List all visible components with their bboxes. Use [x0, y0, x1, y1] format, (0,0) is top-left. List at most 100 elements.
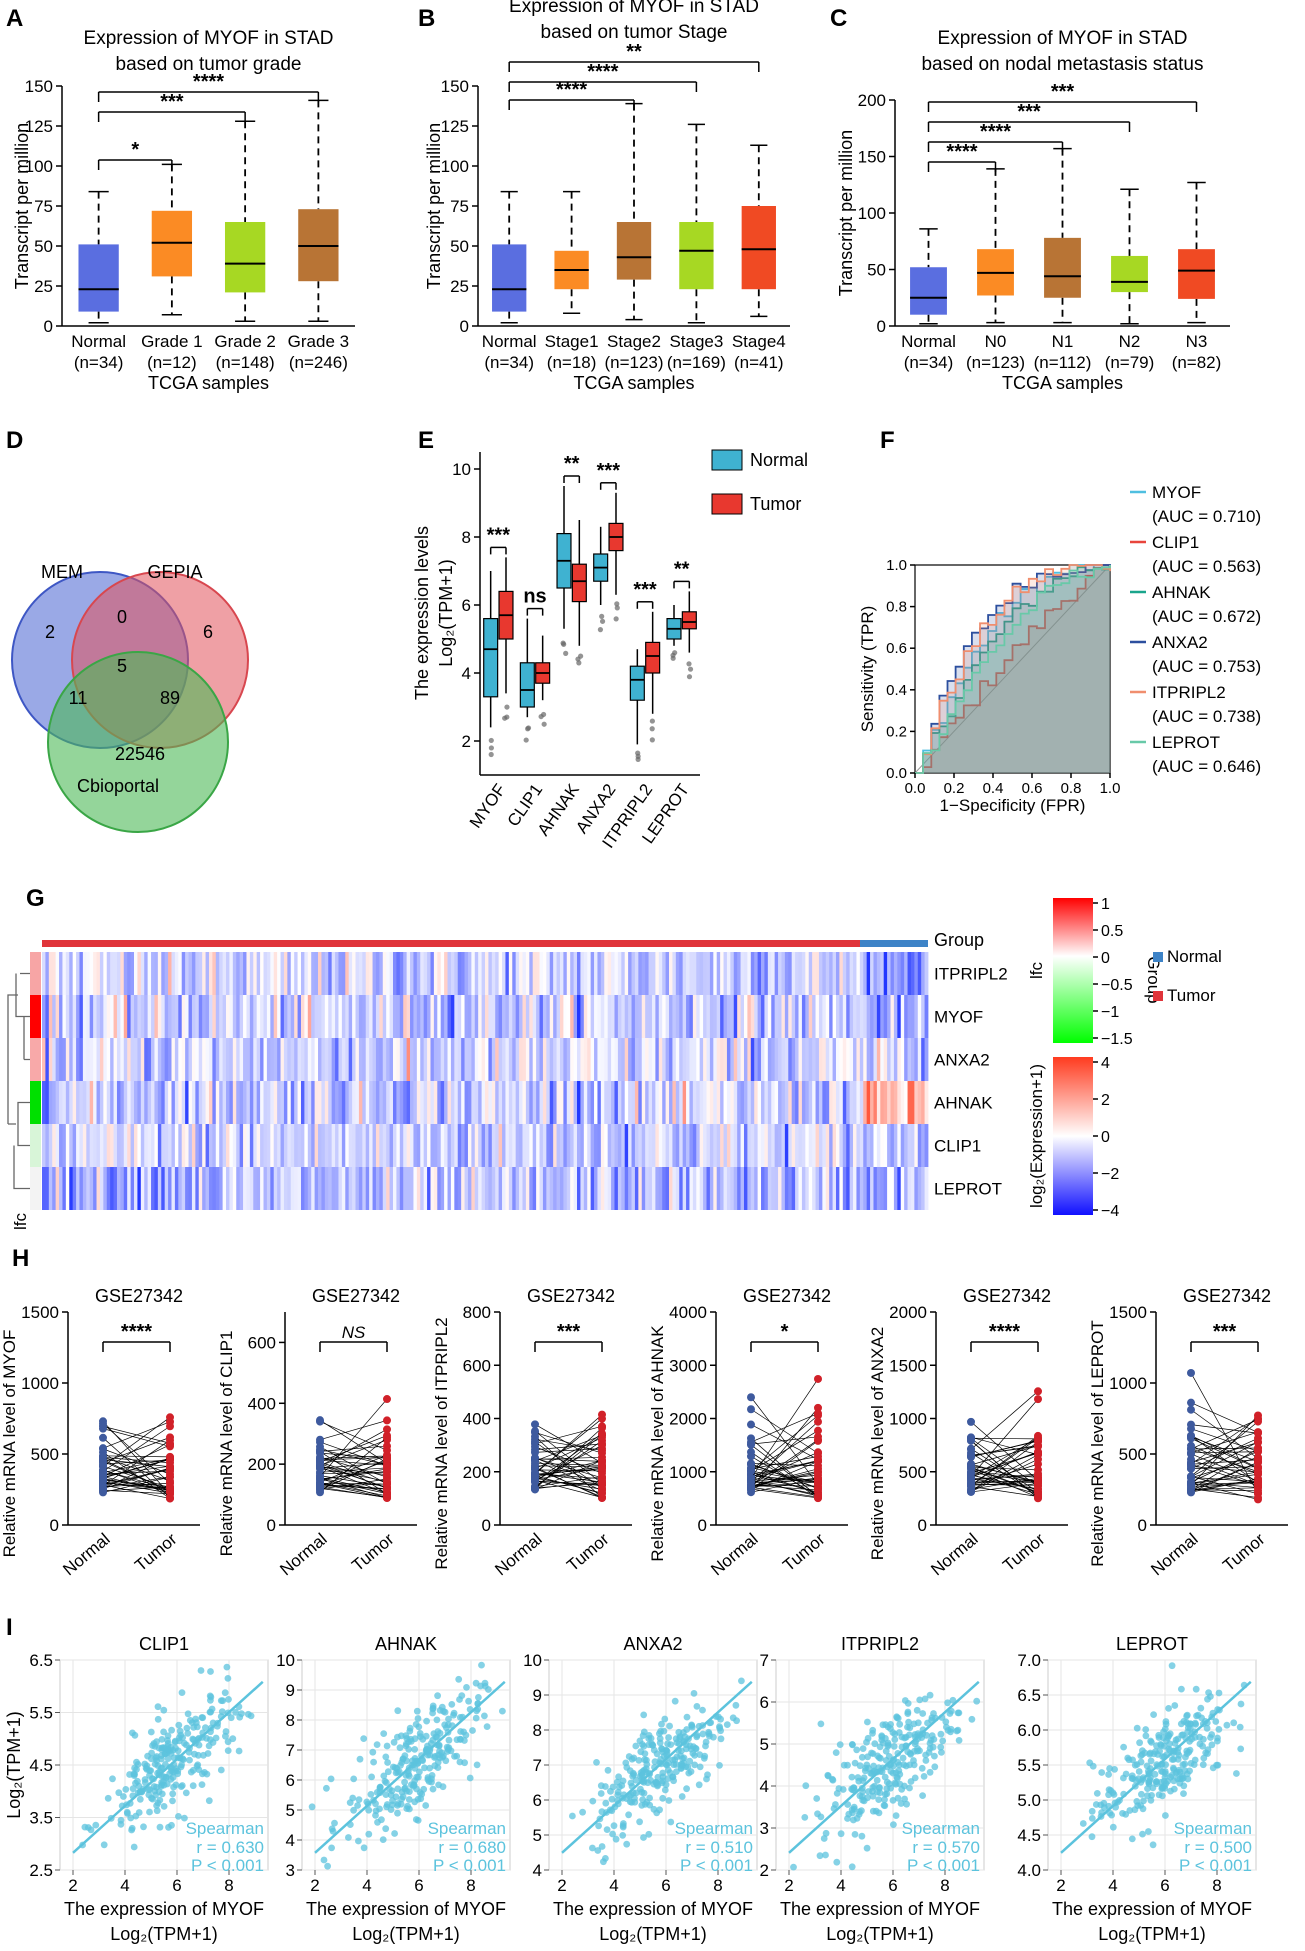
heatmap-cell — [212, 952, 217, 995]
heatmap-cell — [655, 995, 660, 1038]
scatter-point — [626, 1767, 634, 1775]
normal-point — [99, 1452, 107, 1461]
heatmap-cell — [754, 952, 759, 995]
heatmap-cell — [76, 1124, 80, 1167]
heatmap-cell — [757, 1038, 762, 1081]
scatter-point — [175, 1813, 182, 1820]
category-label: Grade 1 — [141, 332, 202, 351]
scatter-point — [881, 1796, 888, 1803]
y-tick-label: 600 — [463, 1356, 491, 1375]
scatter-point — [604, 1766, 612, 1774]
heatmap-cell — [174, 995, 179, 1038]
heatmap-cell — [805, 1124, 810, 1167]
heatmap-cell — [297, 1081, 302, 1124]
heatmap-cell — [318, 1167, 322, 1210]
heatmap-cell — [706, 1038, 711, 1081]
scatter-point — [197, 1667, 205, 1674]
heatmap-cell — [900, 952, 905, 995]
outlier-point — [488, 737, 494, 744]
heatmap-cell — [420, 1124, 425, 1167]
heatmap-cell — [846, 1081, 851, 1124]
scatter-point — [379, 1836, 387, 1843]
heatmap-cell — [669, 1124, 673, 1167]
heatmap-cell — [645, 995, 649, 1038]
scatter-point — [178, 1782, 186, 1789]
heatmap-cell — [372, 1124, 377, 1167]
heatmap-cell — [270, 1124, 275, 1167]
heatmap-cell — [703, 1038, 707, 1081]
heatmap-cell — [280, 1038, 285, 1081]
box-N1 — [1044, 237, 1081, 298]
scatter-point — [414, 1715, 422, 1722]
pair-line — [750, 1408, 819, 1454]
heatmap-cell — [127, 1167, 131, 1210]
pair-line — [750, 1456, 819, 1497]
heatmap-cell — [260, 1081, 264, 1124]
scatter-point — [1133, 1724, 1141, 1732]
scatter-point — [1199, 1742, 1206, 1750]
scatter-point — [1237, 1745, 1245, 1753]
heatmap-cell — [754, 1038, 759, 1081]
y-tick-label: 200 — [463, 1463, 491, 1482]
heatmap-cell — [471, 995, 476, 1038]
pair-line — [1190, 1424, 1259, 1434]
scatter-point — [922, 1757, 930, 1764]
heatmap-cell — [703, 995, 707, 1038]
heatmap-cell — [495, 1081, 500, 1124]
tumor-point — [1254, 1477, 1262, 1486]
heatmap-cell — [191, 952, 196, 995]
scatter-point — [629, 1772, 637, 1780]
scatter-point — [448, 1701, 456, 1708]
scatter-point — [323, 1784, 330, 1792]
heatmap-cell — [529, 995, 534, 1038]
heatmap-cell — [774, 1081, 779, 1124]
y-tick-label: 75 — [450, 197, 469, 216]
heatmap-cell — [212, 1124, 217, 1167]
scatter-point — [625, 1811, 632, 1819]
heatmap-cell — [726, 952, 731, 995]
heatmap-cell — [692, 1124, 697, 1167]
heatmap-cell — [375, 1167, 380, 1210]
roc-area-ANXA2 — [915, 565, 1110, 773]
pair-line — [750, 1463, 819, 1467]
y-tick-label: 150 — [858, 148, 886, 167]
scatter-point — [1203, 1724, 1211, 1732]
heatmap-cell — [89, 1081, 94, 1124]
heatmap-cell — [893, 1081, 898, 1124]
heatmap-cell — [774, 1038, 779, 1081]
heatmap-cell — [631, 1124, 636, 1167]
x-tick-label: 0.0 — [905, 780, 926, 797]
scatter-point — [350, 1806, 357, 1814]
heatmap-cell — [181, 1038, 186, 1081]
heatmap-cell — [825, 952, 830, 995]
paired-lines-MYOF — [99, 1413, 174, 1503]
heatmap-cell — [277, 1081, 281, 1124]
heatmap-cell — [471, 1167, 476, 1210]
y-tick-label: 75 — [34, 197, 53, 216]
heatmap-cell — [682, 1081, 687, 1124]
scatter-point — [387, 1806, 395, 1813]
heatmap-cell — [553, 995, 557, 1038]
heatmap-cell — [99, 1081, 104, 1124]
scatter-point — [1125, 1756, 1133, 1764]
y-tick-label: 500 — [1119, 1445, 1147, 1464]
heatmap-cell — [307, 1038, 312, 1081]
scatter-point — [589, 1797, 597, 1805]
heatmap-cell — [559, 1038, 564, 1081]
tumor-point — [383, 1433, 391, 1442]
heatmap-cell — [733, 1081, 738, 1124]
heatmap-cell — [215, 995, 220, 1038]
heatmap-cell — [682, 1038, 687, 1081]
x-axis-label: The expression of MYOF — [553, 1899, 753, 1919]
heatmap-cell — [754, 1081, 759, 1124]
heatmap-cell — [437, 995, 442, 1038]
heatmap-cell — [597, 1167, 602, 1210]
scatter-point — [822, 1851, 829, 1859]
scatter-point — [918, 1764, 926, 1772]
heatmap-cell — [866, 1124, 871, 1167]
heatmap-cell — [348, 1124, 353, 1167]
y-tick-label: 5.5 — [1017, 1756, 1041, 1775]
heatmap-cell — [185, 952, 189, 995]
heatmap-cell — [474, 1167, 479, 1210]
scatter-point — [382, 1825, 390, 1833]
